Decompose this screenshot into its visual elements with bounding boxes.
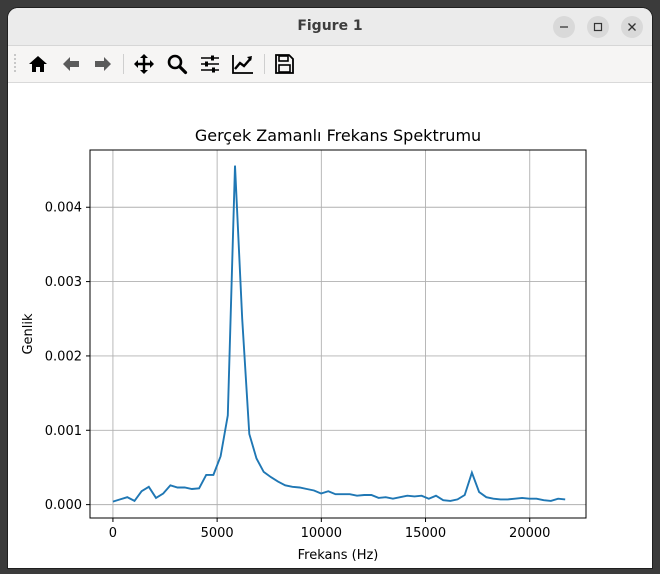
- magnifier-icon: [167, 54, 188, 75]
- title-bar[interactable]: Figure 1: [8, 8, 652, 46]
- window-title: Figure 1: [297, 18, 363, 34]
- x-tick-label: 0: [109, 526, 117, 541]
- close-icon: [628, 23, 636, 31]
- axes-frame: [89, 149, 587, 519]
- y-axis-label: Genlik: [21, 313, 36, 355]
- axis-ticks: 0 5000 10000 15000 20000 0.000 0.001 0.002 0.003…: [45, 201, 551, 541]
- x-tick-label: 20000: [509, 526, 550, 541]
- minimize-icon: [560, 26, 568, 28]
- x-tick-label: 5000: [201, 526, 234, 541]
- y-tick-label: 0.001: [45, 424, 82, 439]
- spectrum-series-line: [112, 165, 566, 503]
- grid-lines: [90, 150, 586, 518]
- subplots-button[interactable]: [197, 51, 223, 77]
- minimize-button[interactable]: [553, 16, 575, 38]
- y-tick-label: 0.000: [45, 498, 82, 513]
- y-tick-label: 0.003: [45, 275, 82, 290]
- figure-canvas[interactable]: 0 5000 10000 15000 20000 0.000 0.001 0.002 0.003…: [8, 83, 652, 568]
- arrow-right-icon: [95, 57, 111, 71]
- zoom-button[interactable]: [164, 51, 190, 77]
- x-tick-label: 15000: [405, 526, 446, 541]
- maximize-icon: [593, 22, 603, 32]
- arrow-left-icon: [63, 57, 79, 71]
- figure-window: Figure 1: [8, 8, 652, 568]
- move-icon: [134, 54, 154, 74]
- x-axis-label: Frekans (Hz): [298, 548, 379, 563]
- toolbar-separator: [123, 54, 124, 74]
- line-chart-icon: [232, 55, 253, 74]
- toolbar-grip[interactable]: [14, 54, 16, 74]
- y-tick-label: 0.002: [45, 349, 82, 364]
- sliders-icon: [201, 55, 219, 73]
- save-button[interactable]: [271, 51, 297, 77]
- home-button[interactable]: [25, 51, 51, 77]
- home-icon: [29, 56, 47, 72]
- chart-title: Gerçek Zamanlı Frekans Spektrumu: [195, 126, 481, 145]
- close-button[interactable]: [621, 16, 643, 38]
- y-tick-label: 0.004: [45, 201, 82, 216]
- maximize-button[interactable]: [587, 16, 609, 38]
- pan-button[interactable]: [131, 51, 157, 77]
- floppy-disk-icon: [275, 54, 294, 74]
- forward-button[interactable]: [90, 51, 116, 77]
- toolbar: [8, 46, 652, 83]
- toolbar-separator: [264, 54, 265, 74]
- x-tick-label: 10000: [301, 526, 342, 541]
- back-button[interactable]: [58, 51, 84, 77]
- edit-axes-button[interactable]: [230, 51, 256, 77]
- spectrum-chart[interactable]: 0 5000 10000 15000 20000 0.000 0.001 0.002 0.003…: [8, 83, 652, 568]
